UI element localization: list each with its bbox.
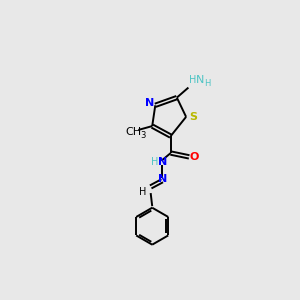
Text: H: H [139,187,146,196]
Text: S: S [189,112,197,122]
Text: H: H [204,79,210,88]
Text: H: H [151,157,158,167]
Text: N: N [145,98,154,108]
Text: N: N [196,75,204,85]
Text: O: O [190,152,199,162]
Text: H: H [189,75,196,85]
Text: CH: CH [125,127,141,137]
Text: N: N [158,157,167,167]
Text: 3: 3 [140,131,146,140]
Text: N: N [158,174,167,184]
